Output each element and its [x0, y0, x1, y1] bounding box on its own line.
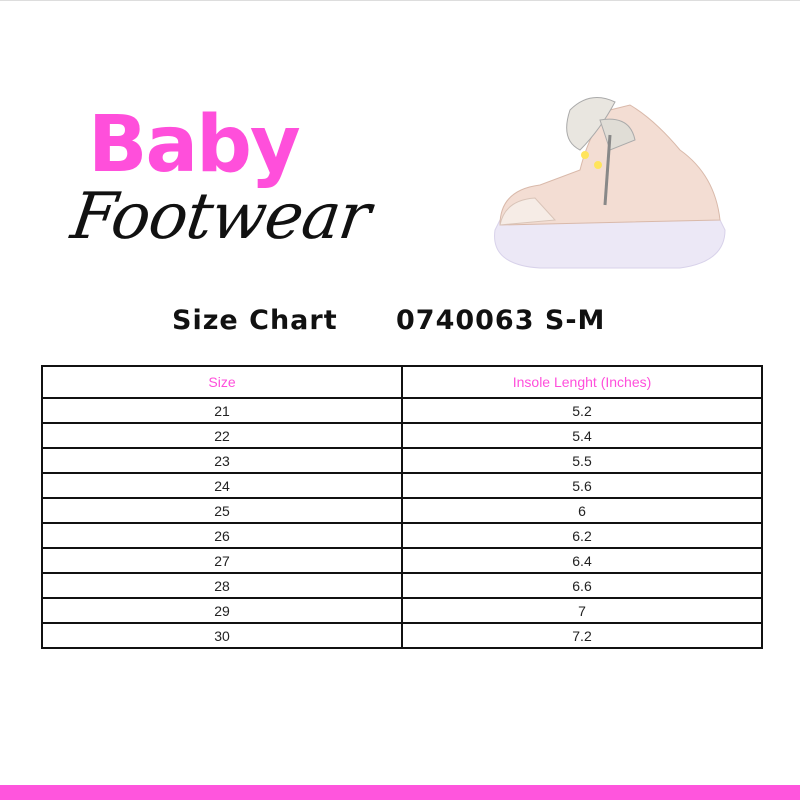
table-row: 21 5.2 [41, 397, 763, 424]
brand-footwear: Footwear [66, 180, 375, 254]
size-chart-heading: Size Chart [172, 305, 338, 336]
insole-length-cell: 5.5 [401, 447, 763, 474]
product-code: 0740063 S-M [396, 305, 606, 336]
table-row: 30 7.2 [41, 622, 763, 649]
table-row: 24 5.6 [41, 472, 763, 499]
insole-length-cell: 5.6 [401, 472, 763, 499]
shoe-image [494, 97, 726, 269]
size-cell: 28 [41, 572, 403, 599]
insole-length-cell: 6.4 [401, 547, 763, 574]
table-row: 28 6.6 [41, 572, 763, 599]
insole-length-cell: 6.6 [401, 572, 763, 599]
table-row: 23 5.5 [41, 447, 763, 474]
table-header-row: Size Insole Lenght (Inches) [41, 365, 763, 399]
table-row: 26 6.2 [41, 522, 763, 549]
size-cell: 25 [41, 497, 403, 524]
size-cell: 22 [41, 422, 403, 449]
bottom-accent-bar [0, 785, 800, 800]
size-cell: 26 [41, 522, 403, 549]
size-cell: 24 [41, 472, 403, 499]
table-row: 29 7 [41, 597, 763, 624]
size-cell: 30 [41, 622, 403, 649]
size-cell: 27 [41, 547, 403, 574]
insole-length-cell: 5.2 [401, 397, 763, 424]
header-insole-length: Insole Lenght (Inches) [401, 365, 763, 399]
brand-baby: Baby [88, 100, 301, 190]
header-size: Size [41, 365, 403, 399]
insole-length-cell: 6 [401, 497, 763, 524]
insole-length-cell: 7 [401, 597, 763, 624]
table-row: 27 6.4 [41, 547, 763, 574]
insole-length-cell: 5.4 [401, 422, 763, 449]
size-cell: 21 [41, 397, 403, 424]
size-cell: 29 [41, 597, 403, 624]
table-row: 25 6 [41, 497, 763, 524]
insole-length-cell: 7.2 [401, 622, 763, 649]
size-table: Size Insole Lenght (Inches) 21 5.2 22 5.4 23… [41, 365, 763, 649]
insole-length-cell: 6.2 [401, 522, 763, 549]
top-divider [0, 0, 800, 1]
size-cell: 23 [41, 447, 403, 474]
table-row: 22 5.4 [41, 422, 763, 449]
